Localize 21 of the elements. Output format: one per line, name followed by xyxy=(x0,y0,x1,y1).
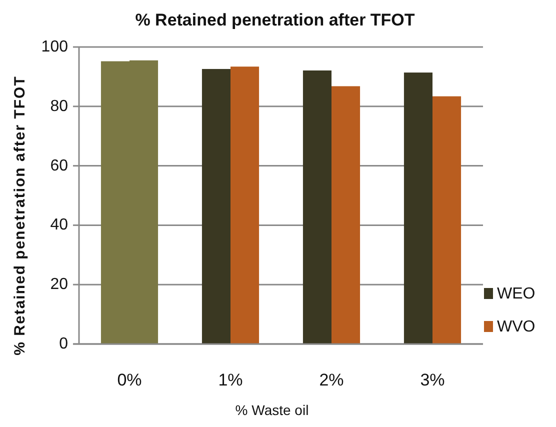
bar xyxy=(202,68,230,344)
x-tick-label: 3% xyxy=(420,370,445,390)
y-tick-label: 60 xyxy=(50,157,68,174)
chart-title: % Retained penetration after TFOT xyxy=(135,10,416,30)
x-tick-label: 1% xyxy=(218,370,243,390)
bar xyxy=(230,66,260,344)
y-tick-label: 100 xyxy=(41,38,68,56)
bar xyxy=(404,72,432,344)
x-tick-label: 0% xyxy=(117,370,142,390)
legend-label: WVO xyxy=(497,318,536,336)
y-tick-label: 0 xyxy=(59,336,68,352)
y-tick-label: 80 xyxy=(50,98,68,115)
x-axis-title: % Waste oil xyxy=(235,402,309,418)
y-tick-label: 20 xyxy=(50,276,68,294)
bar xyxy=(332,86,360,344)
y-axis-title: % Retained penetration after TFOT xyxy=(12,76,28,356)
x-tick-label: 2% xyxy=(319,370,344,390)
bar xyxy=(302,70,332,344)
y-tick-label: 40 xyxy=(50,216,68,234)
bar xyxy=(432,96,462,344)
legend-label: WEO xyxy=(497,286,536,302)
